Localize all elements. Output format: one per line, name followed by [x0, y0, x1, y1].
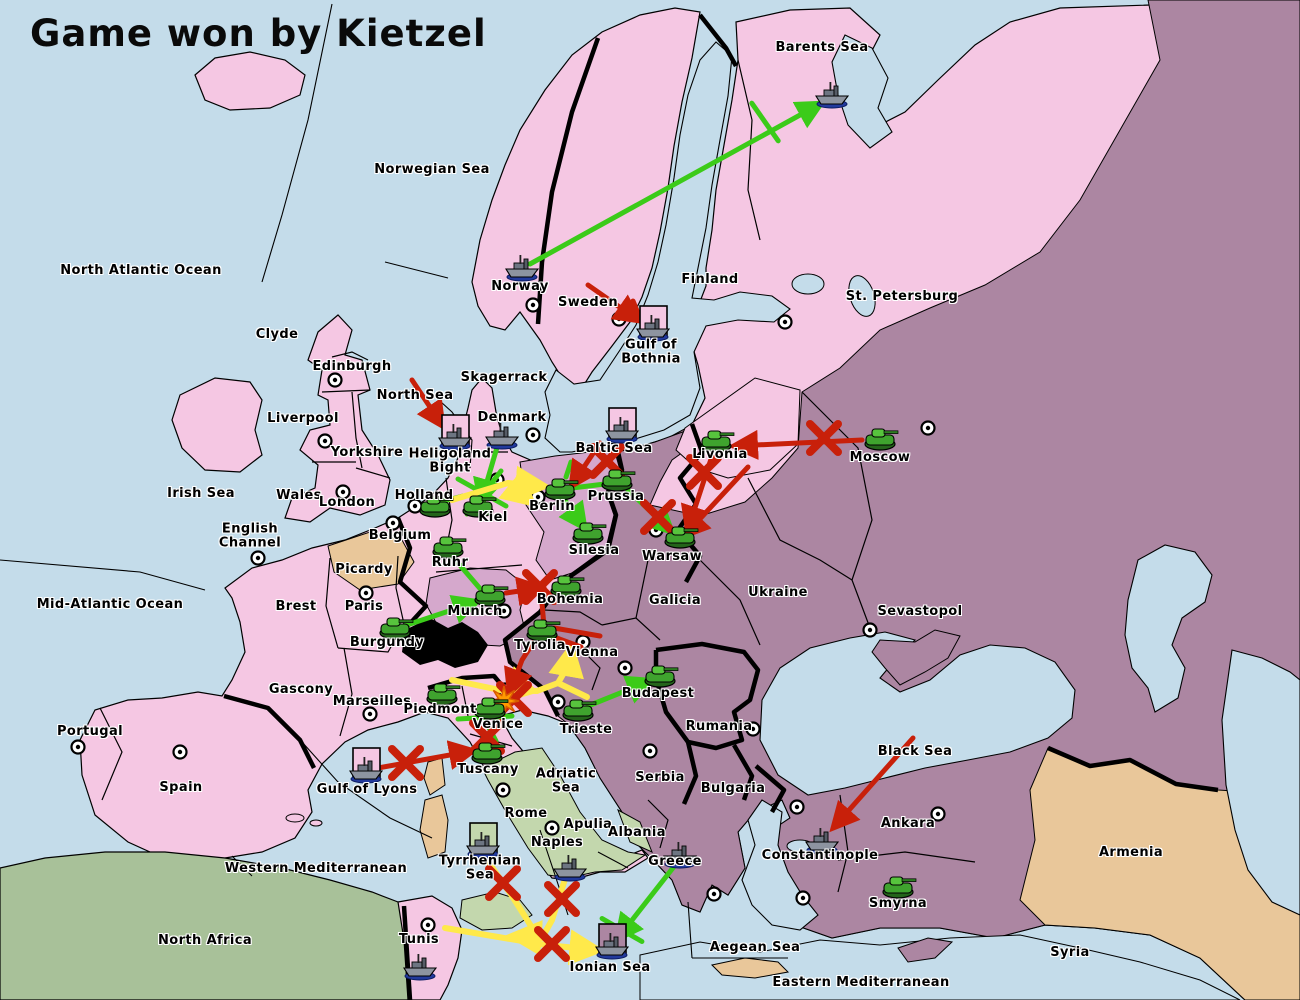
sea-black-sea	[759, 631, 1076, 796]
order-arrow-red	[829, 735, 916, 833]
order-arrow-red	[551, 634, 584, 650]
supply-center-icon	[407, 498, 423, 514]
island-balearic-2	[309, 819, 323, 827]
failed-order-x-icon	[640, 499, 676, 535]
failed-order-x-icon	[522, 569, 558, 605]
landmass-ireland	[171, 377, 263, 473]
order-arrow-yellow	[449, 640, 584, 695]
island-cyprus	[897, 937, 954, 963]
failed-order-x-icon	[806, 420, 842, 456]
landmass-scandinavia	[471, 7, 701, 389]
supply-center-icon	[525, 427, 541, 443]
supply-center-icon	[358, 585, 374, 601]
order-arrow-yellow	[498, 470, 538, 508]
order-arrow-yellow	[555, 680, 590, 700]
island-sardinia	[419, 794, 449, 859]
fleet-unit-heligoland-bight[interactable]	[438, 414, 472, 451]
supply-center-icon	[525, 297, 541, 313]
order-arrow-red	[551, 625, 603, 639]
supply-center-icon	[495, 782, 511, 798]
supply-center-icon	[70, 739, 86, 755]
fleet-unit-baltic-sea[interactable]	[605, 407, 639, 444]
sea-caspian	[1124, 544, 1213, 713]
supply-center-icon	[335, 484, 351, 500]
supply-center-icon	[327, 372, 343, 388]
region-south-italy	[481, 747, 647, 879]
order-arrow-red	[409, 377, 446, 431]
supply-centers-layer	[70, 297, 946, 933]
failed-order-x-icon	[534, 926, 570, 962]
failed-order-x-icon	[388, 745, 424, 781]
lake-ladoga	[791, 273, 825, 295]
lake-onega	[848, 275, 876, 317]
order-arrow-green	[401, 595, 483, 629]
sea-eastern-med	[639, 934, 1241, 1000]
province-borders	[99, 59, 976, 893]
supply-center-icon	[617, 660, 633, 676]
sea-baltic-bothnia	[544, 41, 791, 453]
region-switzerland-impassable	[402, 618, 488, 668]
order-arrow-green	[449, 553, 486, 595]
units-layer	[349, 81, 917, 981]
supply-center-icon	[385, 515, 401, 531]
region-albania	[617, 808, 653, 853]
supply-center-icon	[795, 890, 811, 906]
supply-center-icon	[611, 311, 627, 327]
order-arrow-red	[728, 429, 865, 460]
order-arrow-green	[558, 496, 589, 533]
supply-center-icon	[706, 886, 722, 902]
supply-center-icon	[250, 550, 266, 566]
supply-center-icon	[496, 603, 512, 619]
region-crimea	[871, 629, 961, 686]
order-arrow-yellow	[505, 920, 545, 956]
supply-center-icon	[550, 694, 566, 710]
supply-center-icon	[930, 806, 946, 822]
region-livonia	[675, 377, 801, 479]
order-arrow-red	[680, 464, 751, 541]
supply-center-icon	[862, 622, 878, 638]
order-arrow-red	[375, 740, 479, 771]
supply-center-icon	[544, 820, 560, 836]
order-arrow-green	[613, 861, 679, 944]
region-picardy	[327, 531, 415, 591]
failed-order-x-icon	[686, 454, 722, 490]
supply-center-icon	[172, 744, 188, 760]
sea-caspian-shore	[1221, 649, 1300, 916]
supply-center-icon	[420, 917, 436, 933]
order-arrow-red	[630, 298, 643, 321]
order-arrow-green	[585, 675, 657, 709]
supply-center-icon	[920, 420, 936, 436]
supply-center-icon	[777, 314, 793, 330]
supply-center-icon	[317, 433, 333, 449]
fleet-unit-gulf-of-lyons[interactable]	[349, 747, 383, 784]
supply-center-icon	[745, 721, 761, 737]
region-north-africa	[0, 851, 413, 1000]
fleet-unit-gulf-of-bothnia[interactable]	[636, 305, 670, 342]
order-arrow-red	[585, 282, 644, 325]
cut-order-slash-icon	[749, 100, 781, 144]
fleet-unit-ionian-sea[interactable]	[595, 923, 629, 960]
island-balearic-1	[285, 813, 305, 823]
failed-order-x-icon	[485, 865, 521, 901]
page-title: Game won by Kietzel	[30, 12, 487, 55]
supply-center-icon	[642, 743, 658, 759]
landmass-iceland	[194, 51, 306, 111]
supply-center-icon	[362, 706, 378, 722]
fleet-unit-tyrrhenian-sea[interactable]	[466, 822, 500, 859]
failed-order-x-icon	[544, 881, 580, 917]
order-arrow-red	[504, 589, 547, 699]
supply-center-icon	[789, 799, 805, 815]
sea-white-sea	[831, 34, 893, 149]
